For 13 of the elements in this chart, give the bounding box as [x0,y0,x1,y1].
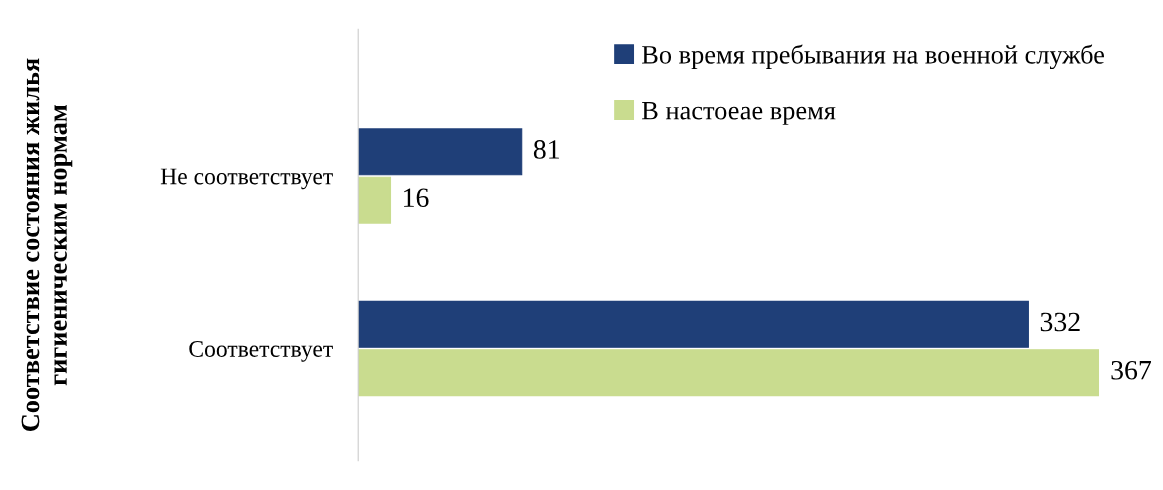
data-label: 81 [533,140,559,159]
y-tick-label: Не соответствует [160,168,333,190]
bar [358,128,523,176]
y-axis-title: Соответствие состояния жилья гигиеническим нормам [21,58,73,432]
data-label: 16 [404,188,429,208]
y-tick-label: Соответствует [189,341,333,362]
legend-label: Во время пребывания на военной службе [642,44,1104,70]
bar [358,300,1029,348]
legend-label: В настоеае время [642,101,836,125]
bar [358,176,392,224]
data-label: 332 [1040,312,1080,332]
bar [358,349,1100,397]
data-label: 367 [1111,360,1152,380]
